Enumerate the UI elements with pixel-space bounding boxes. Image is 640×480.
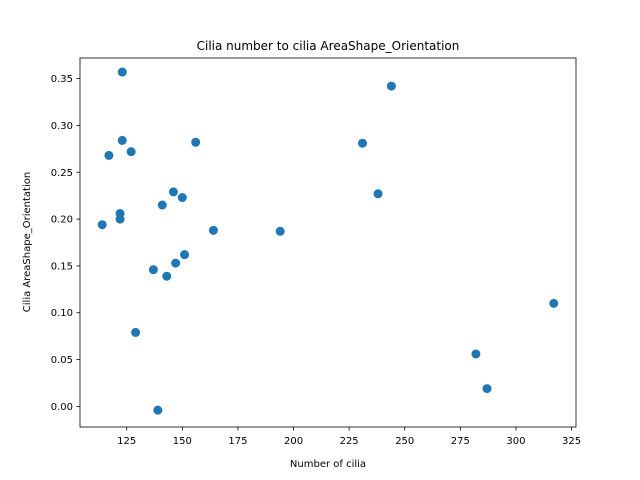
chart-title: Cilia number to cilia AreaShape_Orientat…: [197, 39, 460, 53]
y-tick-label: 0.10: [51, 308, 73, 319]
x-tick-label: 225: [340, 436, 359, 447]
points-layer: [97, 67, 559, 415]
x-tick-label: 325: [562, 436, 581, 447]
x-axis-ticks: 125 150 175 200 225 250 275 300 325: [117, 427, 581, 447]
y-tick-label: 0.25: [51, 168, 73, 179]
x-tick-label: 150: [173, 436, 192, 447]
data-point: [168, 187, 178, 197]
y-tick-label: 0.20: [51, 215, 73, 226]
data-point: [126, 147, 136, 157]
data-point: [482, 384, 492, 394]
data-point: [373, 189, 383, 199]
y-tick-label: 0.00: [51, 402, 73, 413]
plot-frame: [79, 57, 577, 428]
data-point: [180, 250, 190, 260]
data-point: [131, 327, 141, 337]
data-point: [357, 138, 367, 148]
data-point: [549, 298, 559, 308]
y-tick-label: 0.15: [51, 261, 73, 272]
data-point: [117, 67, 127, 77]
data-point: [115, 214, 125, 224]
data-point: [157, 200, 167, 210]
data-point: [177, 193, 187, 203]
data-point: [171, 258, 181, 268]
x-tick-label: 275: [451, 436, 470, 447]
x-axis-label: Number of cilia: [290, 459, 366, 470]
y-tick-label: 0.30: [51, 121, 73, 132]
data-point: [386, 81, 396, 91]
y-axis-label: Cilia AreaShape_Orientation: [22, 172, 33, 312]
data-point: [191, 137, 201, 147]
data-point: [208, 225, 218, 235]
x-tick-label: 250: [395, 436, 414, 447]
data-point: [104, 150, 114, 160]
x-tick-label: 175: [228, 436, 247, 447]
y-tick-label: 0.35: [51, 74, 73, 85]
data-point: [471, 349, 481, 359]
y-axis-ticks: 0.00 0.05 0.10 0.15 0.20 0.25 0.30 0.35: [51, 74, 80, 413]
x-tick-label: 200: [284, 436, 303, 447]
data-point: [97, 220, 107, 230]
data-point: [117, 135, 127, 145]
data-point: [275, 226, 285, 236]
x-tick-label: 300: [506, 436, 525, 447]
data-point: [153, 405, 163, 415]
y-tick-label: 0.05: [51, 355, 73, 366]
x-tick-label: 125: [117, 436, 136, 447]
data-point: [148, 265, 158, 275]
data-point: [162, 271, 172, 281]
